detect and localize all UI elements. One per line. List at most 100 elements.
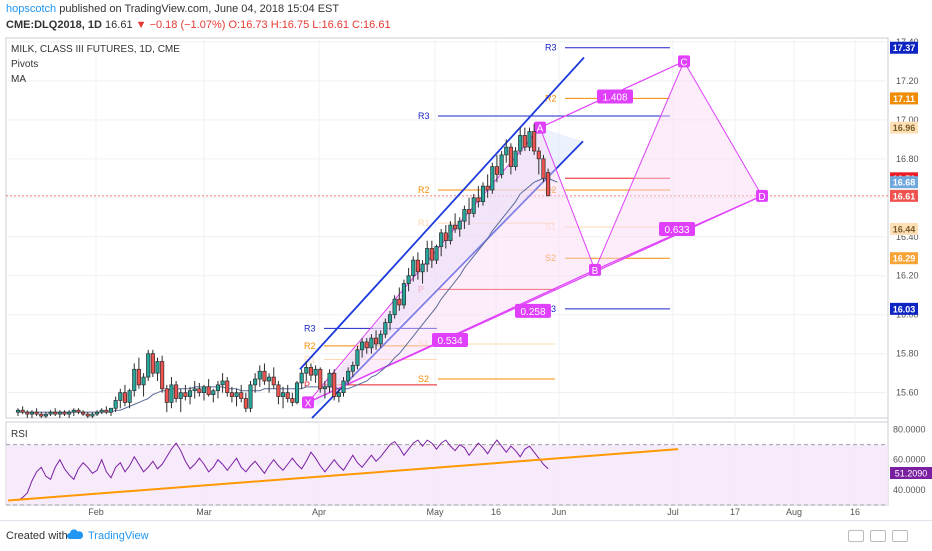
candle bbox=[476, 197, 481, 203]
ratio-badge bbox=[597, 89, 633, 104]
candle bbox=[527, 131, 532, 148]
candle bbox=[122, 392, 128, 403]
pivot-s2-may-label: S2 bbox=[418, 374, 429, 384]
price-tag-label: 16.44 bbox=[893, 224, 916, 234]
candle bbox=[546, 172, 551, 197]
share-icons bbox=[842, 529, 922, 543]
x-tick-label: Jun bbox=[552, 507, 567, 517]
candle bbox=[34, 411, 39, 415]
candle bbox=[457, 220, 462, 230]
candle bbox=[150, 353, 155, 374]
candle bbox=[48, 411, 53, 415]
candle bbox=[225, 380, 230, 394]
candle bbox=[220, 380, 225, 386]
candle bbox=[76, 409, 81, 413]
price-tag bbox=[890, 176, 918, 189]
chart-canvas[interactable]: R3R2PS1S2S3R2R1PR3R2R1PS1S2R3R2 1.4080.6… bbox=[0, 0, 932, 520]
candle bbox=[178, 392, 183, 399]
candle bbox=[490, 166, 495, 191]
ratio-badge bbox=[515, 303, 551, 318]
candle bbox=[355, 349, 360, 366]
candle bbox=[262, 370, 267, 382]
candle bbox=[99, 409, 104, 413]
candle bbox=[485, 185, 490, 191]
point-badge bbox=[678, 55, 690, 68]
footer-brand[interactable]: TradingView bbox=[88, 530, 149, 542]
candle bbox=[243, 398, 248, 409]
x-tick-label: Feb bbox=[88, 507, 104, 517]
link-icon[interactable] bbox=[870, 530, 886, 542]
candle bbox=[113, 400, 118, 409]
x-tick-label: Apr bbox=[312, 507, 326, 517]
point-badge bbox=[302, 396, 314, 409]
candle bbox=[81, 411, 86, 415]
candle bbox=[420, 263, 425, 273]
candle bbox=[369, 337, 374, 349]
candle bbox=[499, 154, 504, 175]
author-link[interactable]: hopscotch bbox=[6, 3, 57, 15]
ratio-label: 0.534 bbox=[437, 336, 462, 347]
x-tick-label: Mar bbox=[196, 507, 212, 517]
ohlc-open: O:16.73 bbox=[228, 19, 268, 31]
candle bbox=[71, 409, 76, 413]
candle bbox=[341, 380, 346, 394]
candle bbox=[160, 361, 165, 390]
candle bbox=[132, 368, 137, 392]
rsi-trendline bbox=[7, 448, 679, 502]
candle bbox=[536, 150, 541, 160]
point-badge bbox=[534, 121, 546, 134]
candle bbox=[276, 384, 281, 397]
candle bbox=[201, 386, 207, 394]
price-tag bbox=[890, 41, 918, 54]
y-tick-label: 15.80 bbox=[896, 349, 919, 359]
price-tag-label: 17.37 bbox=[893, 43, 916, 53]
y-tick-label: 16.40 bbox=[896, 232, 919, 242]
candle bbox=[332, 372, 337, 397]
x-tick-label: 16 bbox=[850, 507, 860, 517]
price-tag bbox=[890, 222, 918, 235]
candle bbox=[541, 158, 546, 179]
candle bbox=[215, 384, 221, 392]
candle bbox=[104, 409, 109, 413]
candle bbox=[467, 209, 472, 214]
rsi-title: RSI bbox=[11, 429, 28, 440]
candle bbox=[257, 370, 262, 380]
candle bbox=[94, 411, 100, 415]
y-tick-label: 15.60 bbox=[896, 388, 919, 398]
ohlc-close: C:16.61 bbox=[352, 19, 391, 31]
harmonic-leg bbox=[594, 61, 685, 271]
candle bbox=[518, 135, 523, 152]
rsi-value-label: 51.2090 bbox=[895, 469, 928, 479]
candle bbox=[513, 150, 518, 167]
candle bbox=[504, 146, 509, 156]
candle bbox=[248, 384, 253, 409]
candle bbox=[174, 384, 179, 399]
embed-icon[interactable] bbox=[892, 530, 908, 542]
x-tick-label: 16 bbox=[491, 507, 501, 517]
rsi-line bbox=[17, 439, 549, 501]
candle bbox=[290, 398, 295, 403]
candle bbox=[434, 246, 439, 261]
legend-ma[interactable]: MA bbox=[11, 74, 26, 85]
legend-pivots[interactable]: Pivots bbox=[11, 59, 38, 70]
share-icon[interactable] bbox=[848, 530, 864, 542]
candle bbox=[318, 368, 323, 390]
price-tag-label: 16.29 bbox=[893, 254, 916, 264]
tradingview-cloud-icon bbox=[67, 529, 84, 539]
pivot-r3-top-label: R3 bbox=[545, 43, 557, 53]
pivot-s2-june-label: S2 bbox=[545, 253, 556, 263]
price-tag-label: 16.68 bbox=[893, 178, 916, 188]
point-label-b: B bbox=[592, 266, 599, 277]
x-tick-label: Aug bbox=[786, 507, 802, 517]
y-tick-label: 16.80 bbox=[896, 154, 919, 164]
price-tag-label: 16.61 bbox=[893, 191, 916, 201]
point-badge bbox=[589, 263, 601, 276]
candle bbox=[267, 376, 272, 382]
candle bbox=[448, 224, 453, 242]
candle bbox=[401, 283, 407, 306]
candle bbox=[285, 392, 290, 399]
channel-upper-line bbox=[299, 56, 585, 370]
rsi-tick-label: 60.0000 bbox=[893, 455, 926, 465]
candle bbox=[392, 298, 397, 316]
y-tick-label: 17.20 bbox=[896, 76, 919, 86]
